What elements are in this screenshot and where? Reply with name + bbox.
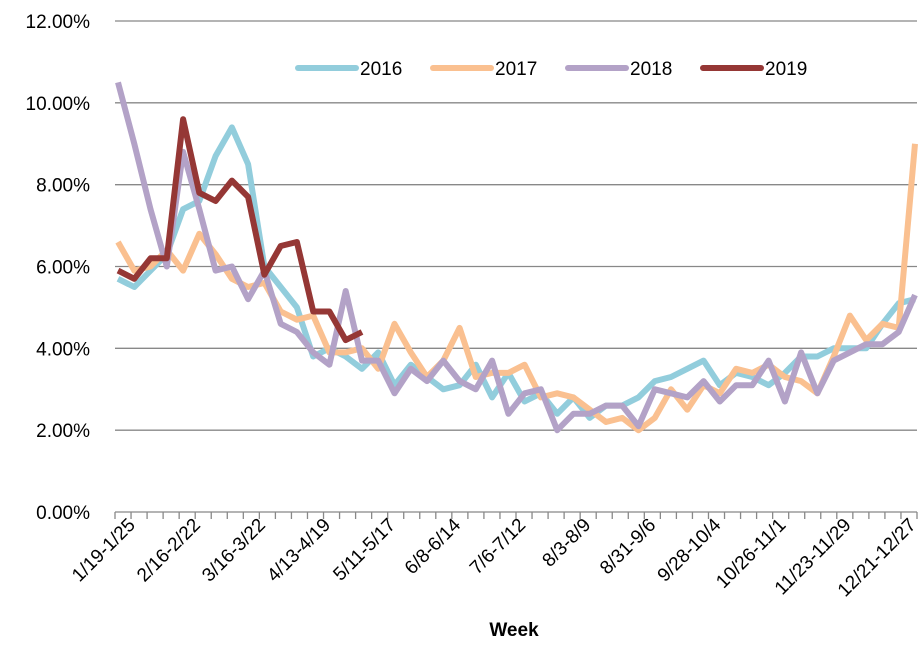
legend-label: 2019: [765, 59, 807, 80]
series-line: [116, 116, 364, 344]
x-tick-label: 8/31-9/6: [596, 515, 660, 579]
x-tick-label: 6/8-6/14: [401, 514, 465, 578]
y-tick-label: 2.00%: [36, 421, 90, 442]
y-tick-label: 4.00%: [36, 339, 90, 360]
x-tick-label: 4/13-4/19: [263, 515, 335, 587]
x-tick-label: 5/11-5/17: [329, 515, 400, 586]
legend-label: 2018: [630, 59, 672, 80]
x-tick-label: 2/16-2/22: [133, 515, 205, 587]
x-tick-label: 7/6-7/12: [466, 515, 530, 579]
series-line: [115, 143, 918, 434]
y-tick-label: 6.00%: [36, 258, 90, 279]
y-tick-label: 12.00%: [26, 12, 91, 33]
x-axis-label: Week: [489, 620, 539, 641]
y-tick-label: 8.00%: [36, 176, 90, 197]
legend-label: 2017: [495, 59, 537, 80]
x-tick-label: 1/19-1/25: [68, 515, 140, 587]
y-tick-label: 10.00%: [26, 94, 91, 115]
legend-label: 2016: [360, 59, 402, 80]
x-tick-label: 8/3-8/9: [539, 515, 596, 572]
x-tick-label: 3/16-3/22: [198, 515, 270, 587]
y-tick-label: 0.00%: [36, 503, 90, 524]
series-line: [115, 81, 918, 434]
